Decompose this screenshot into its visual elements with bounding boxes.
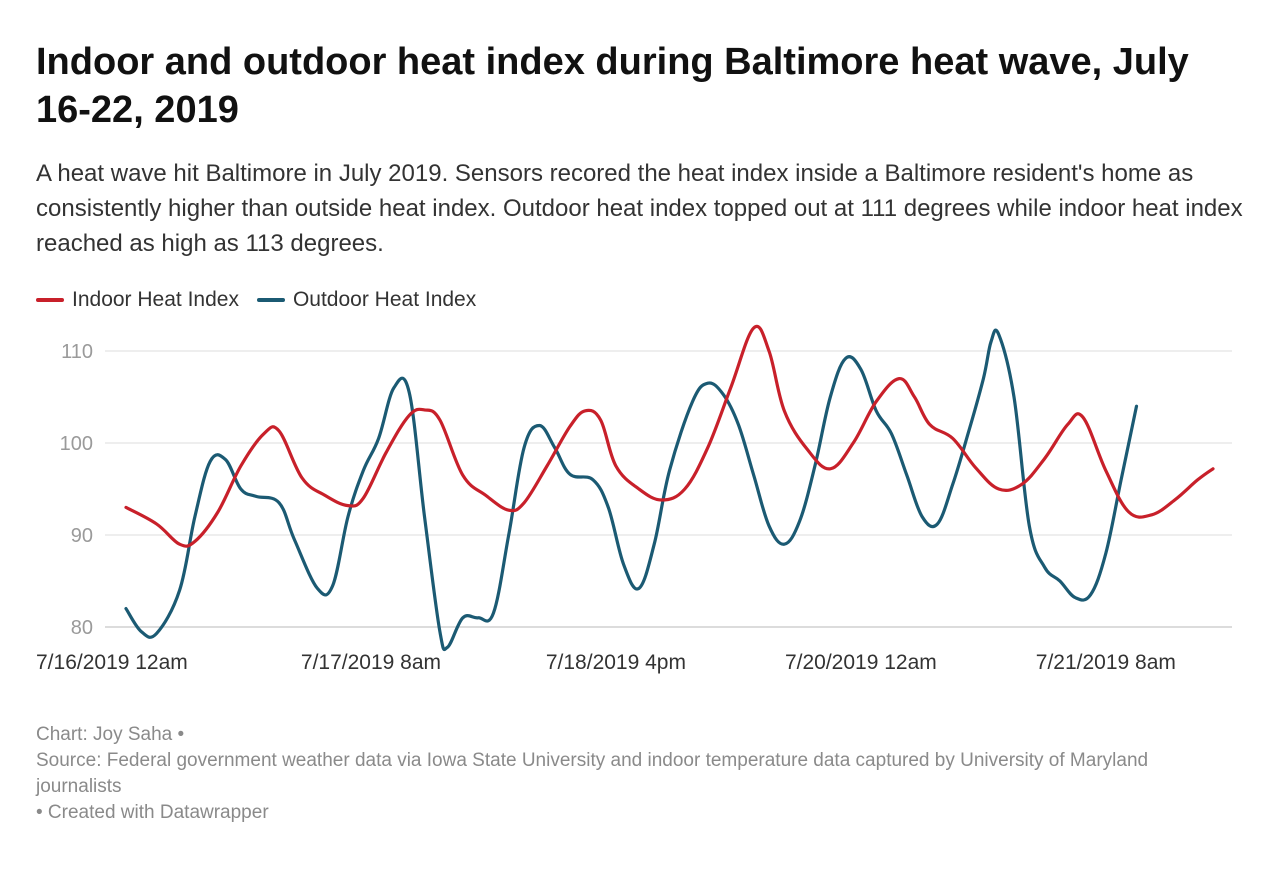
- x-tick-label-2: 7/18/2019 4pm: [546, 651, 686, 674]
- legend-swatch-outdoor: [256, 298, 285, 302]
- x-tick-label-0: 7/16/2019 12am: [36, 651, 188, 674]
- y-tick-label-80: 80: [71, 617, 93, 639]
- x-tick-label-1: 7/17/2019 8am: [301, 651, 441, 674]
- chart-created-with: • Created with Datawrapper: [36, 802, 269, 823]
- chart-footer: Chart: Joy Saha • Source: Federal govern…: [36, 722, 1236, 826]
- series-line-indoor: [124, 324, 1215, 548]
- chart-subtitle: A heat wave hit Baltimore in July 2019. …: [36, 160, 1243, 257]
- legend-item-outdoor: Outdoor Heat Index: [256, 288, 477, 312]
- y-tick-label-110: 110: [61, 341, 93, 363]
- x-tick-label-4: 7/21/2019 8am: [1036, 651, 1176, 674]
- legend: Indoor Heat Index Outdoor Heat Index: [36, 286, 494, 314]
- chart-source: Source: Federal government weather data …: [36, 750, 1149, 797]
- chart-title: Indoor and outdoor heat index during Bal…: [36, 41, 1189, 131]
- legend-label-outdoor: Outdoor Heat Index: [292, 288, 477, 311]
- series-line-outdoor: [124, 328, 1139, 652]
- y-tick-label-90: 90: [71, 525, 93, 547]
- y-tick-label-100: 100: [60, 433, 93, 455]
- x-tick-label-3: 7/20/2019 12am: [785, 651, 937, 674]
- chart-credit: Chart: Joy Saha •: [36, 724, 185, 745]
- legend-label-indoor: Indoor Heat Index: [72, 288, 239, 311]
- legend-swatch-indoor: [36, 298, 64, 302]
- legend-item-indoor: Indoor Heat Index: [36, 288, 239, 312]
- line-chart: 80 90 100 110 7/16/2019 12am 7/17/2019 8am 7/1…: [36, 324, 1232, 674]
